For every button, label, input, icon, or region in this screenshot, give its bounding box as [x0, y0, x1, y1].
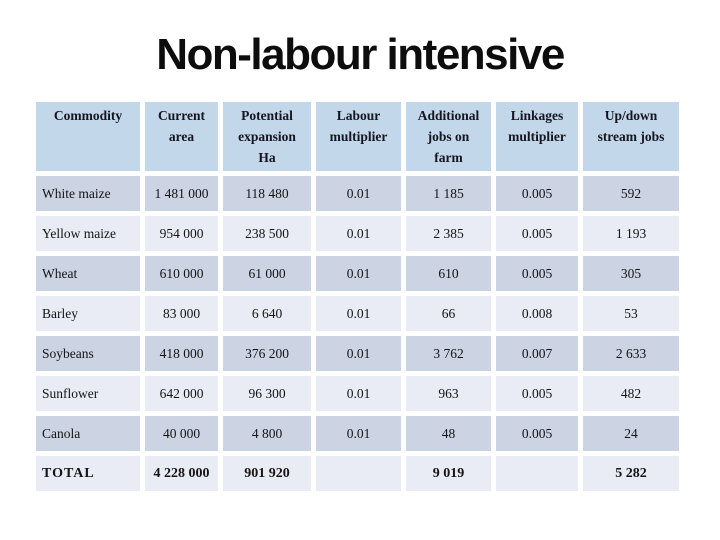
cell-value: 83 000: [145, 295, 218, 331]
column-header: Current area: [145, 102, 218, 171]
cell-value: 0.01: [316, 175, 401, 211]
cell-commodity: Barley: [36, 295, 140, 331]
cell-value: 40 000: [145, 415, 218, 451]
table-row: White maize 1 481 000 118 480 0.01 1 185 0.00…: [36, 175, 679, 211]
cell-value: 0.01: [316, 375, 401, 411]
cell-commodity: White maize: [36, 175, 140, 211]
cell-value: 642 000: [145, 375, 218, 411]
cell-value: 2 633: [583, 335, 679, 371]
table-body: White maize 1 481 000 118 480 0.01 1 185 0.00…: [36, 175, 679, 491]
cell-value: 0.01: [316, 255, 401, 291]
cell-value: 6 640: [223, 295, 311, 331]
cell-value: [496, 455, 578, 491]
column-header: Up/down stream jobs: [583, 102, 679, 171]
cell-value: 592: [583, 175, 679, 211]
table-header: Commodity Current area Potential expansion Ha…: [36, 102, 679, 171]
cell-value: 4 800: [223, 415, 311, 451]
cell-value: 66: [406, 295, 491, 331]
cell-value: 61 000: [223, 255, 311, 291]
table-row: TOTAL 4 228 000 901 920 9 019 5 282: [36, 455, 679, 491]
cell-value: 954 000: [145, 215, 218, 251]
cell-value: 901 920: [223, 455, 311, 491]
table-row: Canola 40 000 4 800 0.01 48 0.005 24: [36, 415, 679, 451]
cell-commodity: Wheat: [36, 255, 140, 291]
cell-value: 0.01: [316, 415, 401, 451]
column-header: Commodity: [36, 102, 140, 171]
cell-value: 482: [583, 375, 679, 411]
cell-commodity: Soybeans: [36, 335, 140, 371]
cell-value: 610 000: [145, 255, 218, 291]
cell-value: 48: [406, 415, 491, 451]
table-row: Sunflower 642 000 96 300 0.01 963 0.005 482: [36, 375, 679, 411]
cell-value: 305: [583, 255, 679, 291]
cell-commodity: Sunflower: [36, 375, 140, 411]
table-row: Barley 83 000 6 640 0.01 66 0.008 53: [36, 295, 679, 331]
cell-value: [316, 455, 401, 491]
column-header: Potential expansion Ha: [223, 102, 311, 171]
cell-value: 1 193: [583, 215, 679, 251]
cell-value: 0.005: [496, 255, 578, 291]
cell-value: 5 282: [583, 455, 679, 491]
cell-commodity: TOTAL: [36, 455, 140, 491]
cell-value: 0.01: [316, 215, 401, 251]
cell-value: 4 228 000: [145, 455, 218, 491]
cell-commodity: Canola: [36, 415, 140, 451]
slide-title: Non-labour intensive: [156, 30, 565, 79]
cell-value: 0.01: [316, 295, 401, 331]
cell-value: 24: [583, 415, 679, 451]
commodity-data-table: Commodity Current area Potential expansion Ha…: [31, 97, 684, 496]
column-header: Additional jobs on farm: [406, 102, 491, 171]
column-header: Linkages multiplier: [496, 102, 578, 171]
cell-value: 376 200: [223, 335, 311, 371]
cell-value: 96 300: [223, 375, 311, 411]
cell-value: 238 500: [223, 215, 311, 251]
table-row: Wheat 610 000 61 000 0.01 610 0.005 305: [36, 255, 679, 291]
cell-value: 9 019: [406, 455, 491, 491]
table-row: Yellow maize 954 000 238 500 0.01 2 385 0.005…: [36, 215, 679, 251]
cell-value: 0.005: [496, 415, 578, 451]
cell-value: 0.01: [316, 335, 401, 371]
cell-value: 418 000: [145, 335, 218, 371]
column-header: Labour multiplier: [316, 102, 401, 171]
cell-value: 2 385: [406, 215, 491, 251]
cell-value: 3 762: [406, 335, 491, 371]
cell-value: 963: [406, 375, 491, 411]
cell-value: 610: [406, 255, 491, 291]
cell-commodity: Yellow maize: [36, 215, 140, 251]
header-row: Commodity Current area Potential expansion Ha…: [36, 102, 679, 171]
cell-value: 0.005: [496, 175, 578, 211]
cell-value: 0.005: [496, 375, 578, 411]
cell-value: 0.008: [496, 295, 578, 331]
cell-value: 53: [583, 295, 679, 331]
cell-value: 0.007: [496, 335, 578, 371]
cell-value: 118 480: [223, 175, 311, 211]
cell-value: 1 185: [406, 175, 491, 211]
cell-value: 0.005: [496, 215, 578, 251]
cell-value: 1 481 000: [145, 175, 218, 211]
table-row: Soybeans 418 000 376 200 0.01 3 762 0.007 2 63…: [36, 335, 679, 371]
